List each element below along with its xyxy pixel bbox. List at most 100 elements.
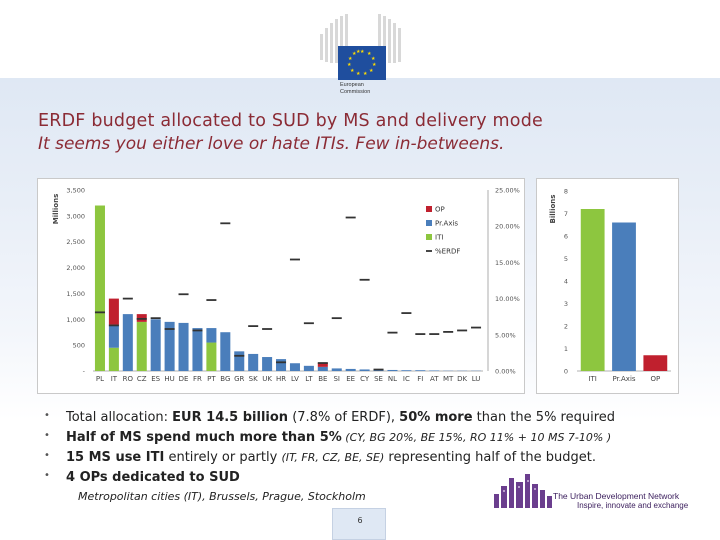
bar-praxis-hu [164, 321, 175, 371]
bar-praxis-ee [345, 368, 356, 371]
y-tick-label: - [83, 368, 86, 376]
y-tick-label: 8 [564, 188, 568, 196]
x-tick-label: UK [262, 375, 272, 383]
bar-praxis-nl [387, 369, 398, 371]
y2-tick-label: 15.00% [495, 259, 520, 267]
x-tick-label: LU [472, 375, 481, 383]
svg-text:★: ★ [348, 56, 353, 62]
bar-praxis-gr [234, 351, 245, 371]
bar-iti-pl [94, 205, 105, 371]
x-tick-label: SE [374, 375, 383, 383]
svg-text:★: ★ [356, 71, 361, 77]
page-number: 6 [357, 516, 363, 525]
y-axis-label: Millions [52, 194, 60, 225]
y-tick-label: 6 [564, 233, 568, 241]
y-tick-label: 7 [564, 210, 568, 218]
logo-text: European Commission [340, 82, 371, 95]
x-tick-label: PL [96, 375, 104, 383]
chart-by-member-state: Millions 3,500 3,000 2,500 2,000 1,500 1,000 50… [37, 178, 525, 394]
y-tick-label: 2 [564, 323, 568, 331]
x-tick-label: RO [123, 375, 134, 383]
bar-iti [580, 209, 605, 371]
legend-swatch-iti [426, 234, 432, 240]
chart1-svg: Millions 3,500 3,000 2,500 2,000 1,500 1,000 50… [52, 187, 520, 384]
x-tick-label: ES [151, 375, 160, 383]
y-tick-label: 500 [73, 342, 85, 350]
svg-text:★: ★ [363, 71, 368, 77]
svg-text:★: ★ [367, 51, 372, 57]
x-tick-label: OP [650, 375, 660, 383]
y-tick-label: 3,500 [66, 187, 85, 195]
bar-praxis-si [331, 368, 342, 371]
svg-text:★: ★ [356, 49, 361, 55]
bar-praxis-ic [401, 370, 412, 371]
european-commission-logo: ★ ★★ ★★★ ★★★ ★★ ★ [320, 14, 401, 80]
bar-op-be [317, 362, 328, 367]
bar-praxis-lv [289, 363, 300, 371]
y-tick-label: 2,500 [66, 238, 85, 246]
udn-title: The Urban Development Network [553, 491, 680, 501]
x-tick-label: FI [417, 375, 423, 383]
bar-praxis-ro [122, 314, 133, 371]
legend-swatch-op [426, 206, 432, 212]
y2-tick-label: 25.00% [495, 187, 520, 195]
urban-development-network-logo [494, 474, 552, 508]
bar-iti-cz [136, 321, 147, 371]
bar-praxis-lt [303, 365, 314, 371]
x-tick-label: HU [164, 375, 174, 383]
x-tick-label: SI [333, 375, 340, 383]
bar-praxis-de [178, 322, 189, 371]
y2-tick-label: 0.00% [495, 368, 516, 376]
x-tick-label: HR [276, 375, 286, 383]
svg-text:★: ★ [371, 56, 376, 62]
bar-praxis-es [150, 319, 161, 371]
svg-text:★: ★ [352, 51, 357, 57]
bar-praxis-fr [192, 328, 203, 371]
legend-swatch-praxis [426, 220, 432, 226]
x-tick-label: DK [457, 375, 467, 383]
x-tick-label: GR [234, 375, 244, 383]
bar-praxis-fi [415, 370, 426, 371]
x-tick-label: Pr.Axis [612, 375, 635, 383]
chart-by-delivery-mode: Billions 8 7 6 5 4 3 2 1 0 ITI Pr.Axis OP [536, 178, 679, 394]
y-tick-label: 1,500 [66, 290, 85, 298]
bar-praxis-hr [276, 359, 287, 371]
bullet-dot: • [44, 430, 50, 441]
x-tick-label: PT [207, 375, 216, 383]
x-tick-label: BG [220, 375, 230, 383]
y-tick-label: 5 [564, 255, 568, 263]
y2-tick-label: 5.00% [495, 331, 516, 339]
y-tick-label: 1,000 [66, 316, 85, 324]
x-tick-label: IT [111, 375, 118, 383]
y-tick-label: 3 [564, 300, 568, 308]
svg-text:★: ★ [372, 62, 377, 68]
x-tick-label: LV [291, 375, 299, 383]
bar-praxis-it [108, 324, 119, 348]
x-tick-label: BE [318, 375, 327, 383]
bar-iti-pt [206, 342, 217, 371]
svg-text:★: ★ [350, 68, 355, 74]
bar-praxis-be [317, 366, 328, 371]
legend-label: ITI [435, 234, 443, 242]
bar-praxis [612, 222, 636, 371]
bar-praxis-pt [206, 328, 217, 343]
bar-iti-it [108, 347, 119, 371]
x-tick-label: SK [249, 375, 258, 383]
y2-tick-label: 20.00% [495, 223, 520, 231]
bar-praxis-cy [359, 369, 370, 371]
bullet-dot: • [44, 470, 50, 481]
x-tick-label: AT [430, 375, 439, 383]
y-tick-label: 1 [564, 345, 568, 353]
svg-text:★: ★ [360, 49, 365, 55]
bar-praxis-at [429, 370, 440, 371]
y-tick-label: 0 [564, 368, 568, 376]
bar-op [643, 355, 668, 371]
x-tick-label: MT [443, 375, 454, 383]
x-tick-label: NL [388, 375, 397, 383]
x-tick-label: IC [403, 375, 410, 383]
x-tick-label: ITI [588, 375, 596, 383]
x-tick-label: FR [193, 375, 202, 383]
svg-text:★: ★ [369, 68, 374, 74]
legend-label: Pr.Axis [435, 220, 458, 228]
y-tick-label: 4 [564, 278, 568, 286]
